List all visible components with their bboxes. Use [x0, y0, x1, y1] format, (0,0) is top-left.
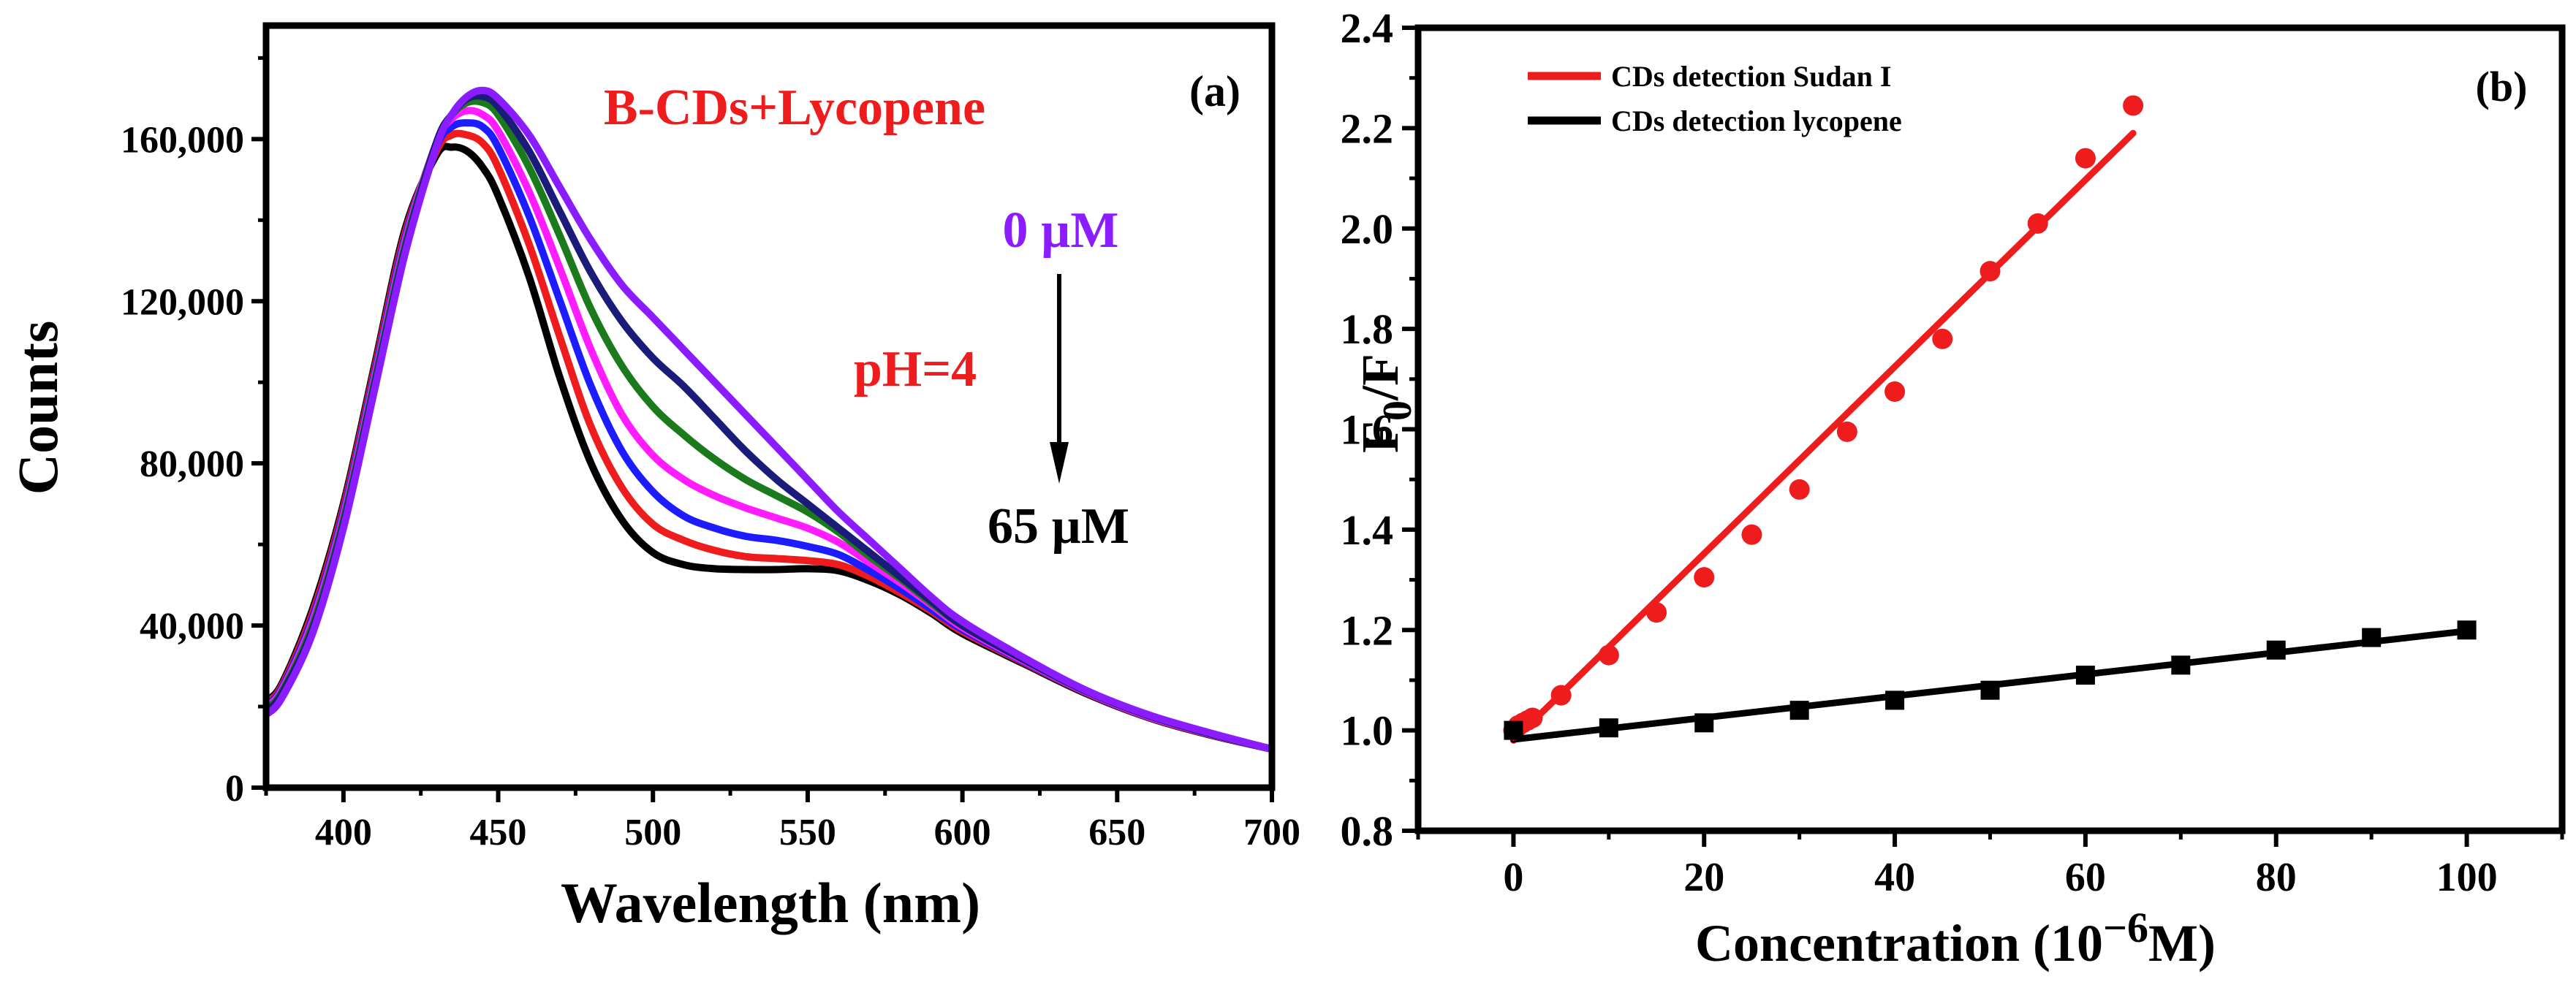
data-point-lycopene: [2171, 655, 2191, 675]
plot-frame-a: [262, 22, 1276, 791]
y-tick-label-a: 80,000: [140, 444, 244, 485]
spectrum-line-7: [266, 142, 1272, 753]
panel-label-a: (a): [1189, 67, 1240, 115]
x-tick-label-b: 80: [2256, 855, 2297, 900]
data-point-sudan: [1550, 685, 1572, 706]
x-tick-label-b: 20: [1683, 855, 1724, 900]
x-tick-label-b: 60: [2065, 855, 2106, 900]
emission-spectra-panel: 400 450 500 550 600 650 700 0 40,000 80,000 120,0…: [6, 22, 1300, 935]
data-point-lycopene: [1885, 690, 1905, 710]
y-tick-label-b: 1.0: [1341, 707, 1394, 755]
data-point-sudan: [2075, 148, 2096, 169]
spectrum-line-1: [266, 86, 1272, 753]
y-axis-title-b-subscript: 0: [1375, 400, 1420, 421]
x-axis-title-b-main: Concentration (10: [1695, 914, 2103, 973]
y-tick-label-a: 0: [225, 768, 244, 810]
start-concentration-label: 0 µM: [1003, 202, 1119, 259]
x-tick-label-a: 650: [1088, 812, 1145, 853]
x-axis-title-b: Concentration (10−6M): [1695, 904, 2216, 973]
data-point-sudan: [1522, 707, 1543, 728]
fit-lines-group: [1509, 129, 2471, 744]
y-tick-label-b: 2.2: [1341, 104, 1394, 152]
y-axis-title-b-end: /F: [1351, 354, 1409, 401]
data-point-lycopene: [1980, 680, 2000, 700]
end-concentration-label: 65 µM: [988, 498, 1129, 555]
x-tick-label-a: 500: [624, 812, 681, 853]
x-tick-label-b: 100: [2436, 855, 2498, 900]
data-point-lycopene: [1694, 713, 1714, 733]
data-point-lycopene: [2266, 640, 2286, 660]
x-axis-title-a: Wavelength (nm): [561, 871, 980, 935]
data-point-sudan: [1789, 479, 1810, 500]
spectra-series-group: [266, 86, 1272, 753]
data-point-lycopene: [2457, 620, 2477, 640]
spectrum-line-2: [266, 92, 1272, 753]
x-tick-label-b: 40: [1874, 855, 1915, 900]
data-point-sudan: [1980, 261, 2001, 282]
y-tick-label-b: 0.8: [1341, 807, 1394, 855]
ph-label: pH=4: [854, 341, 977, 397]
y-axis-ticks-b: 0.8 1.0 1.2 1.4 1.6 1.8 2.0 2.2 2.4: [1341, 4, 1418, 855]
y-tick-label-b: 1.8: [1341, 305, 1394, 353]
y-tick-label-b: 1.2: [1341, 606, 1394, 654]
legend-label-lycopene: CDs detection lycopene: [1611, 104, 1902, 137]
data-points-group: [1503, 95, 2477, 741]
sample-title: B-CDs+Lycopene: [604, 80, 985, 136]
legend: CDs detection Sudan I CDs detection lyco…: [1528, 60, 1902, 137]
x-tick-label-b: 0: [1503, 855, 1523, 900]
x-axis-title-b-unit: M): [2148, 914, 2216, 973]
x-tick-label-a: 400: [315, 812, 372, 853]
y-tick-label-b: 1.4: [1341, 506, 1394, 554]
y-tick-label-a: 120,000: [121, 281, 244, 323]
data-point-sudan: [1694, 567, 1715, 588]
x-axis-title-b-exponent: −6: [2103, 904, 2148, 951]
x-tick-label-a: 550: [779, 812, 836, 853]
y-axis-ticks: 0 40,000 80,000 120,000 160,000: [121, 56, 266, 810]
quench-arrow-head: [1050, 442, 1069, 484]
y-tick-label-a: 40,000: [140, 606, 244, 647]
data-point-lycopene: [2362, 628, 2382, 647]
data-point-sudan: [2027, 213, 2048, 234]
calibration-panel: 0 20 40 60 80 100 0.8 1.0 1.2 1.4 1.6 1.8 2.0 2.2 2.4…: [1341, 4, 2566, 973]
legend-label-sudan: CDs detection Sudan I: [1611, 60, 1891, 93]
data-point-lycopene: [1599, 718, 1618, 738]
data-point-sudan: [1598, 644, 1619, 666]
data-point-lycopene: [1504, 720, 1523, 740]
data-point-lycopene: [2075, 666, 2095, 685]
y-axis-title-b-main: F: [1351, 421, 1409, 453]
y-tick-label-a: 160,000: [121, 119, 244, 161]
fit-line-sudan: [1509, 129, 2137, 744]
y-axis-title-b: F0/F: [1351, 354, 1420, 453]
data-point-sudan: [1741, 524, 1762, 545]
y-tick-label-b: 2.4: [1341, 4, 1394, 52]
x-tick-label-a: 600: [934, 812, 991, 853]
panel-label-b: (b): [2476, 63, 2528, 110]
data-point-sudan: [1932, 328, 1953, 349]
y-tick-label-b: 1.6: [1341, 406, 1394, 454]
data-point-sudan: [1646, 602, 1667, 623]
data-point-sudan: [1884, 381, 1906, 402]
data-point-lycopene: [1789, 701, 1809, 720]
x-axis-ticks: 400 450 500 550 600 650 700: [264, 788, 1300, 853]
y-tick-label-b: 2.0: [1341, 205, 1394, 253]
data-point-sudan: [2123, 95, 2144, 116]
plot-frame-b: [1414, 24, 2566, 834]
y-axis-title-a: Counts: [6, 321, 69, 495]
x-tick-label-a: 700: [1243, 812, 1300, 853]
data-point-sudan: [1836, 421, 1857, 442]
x-tick-label-a: 450: [470, 812, 527, 853]
x-axis-ticks-b: 0 20 40 60 80 100: [1416, 831, 2564, 900]
